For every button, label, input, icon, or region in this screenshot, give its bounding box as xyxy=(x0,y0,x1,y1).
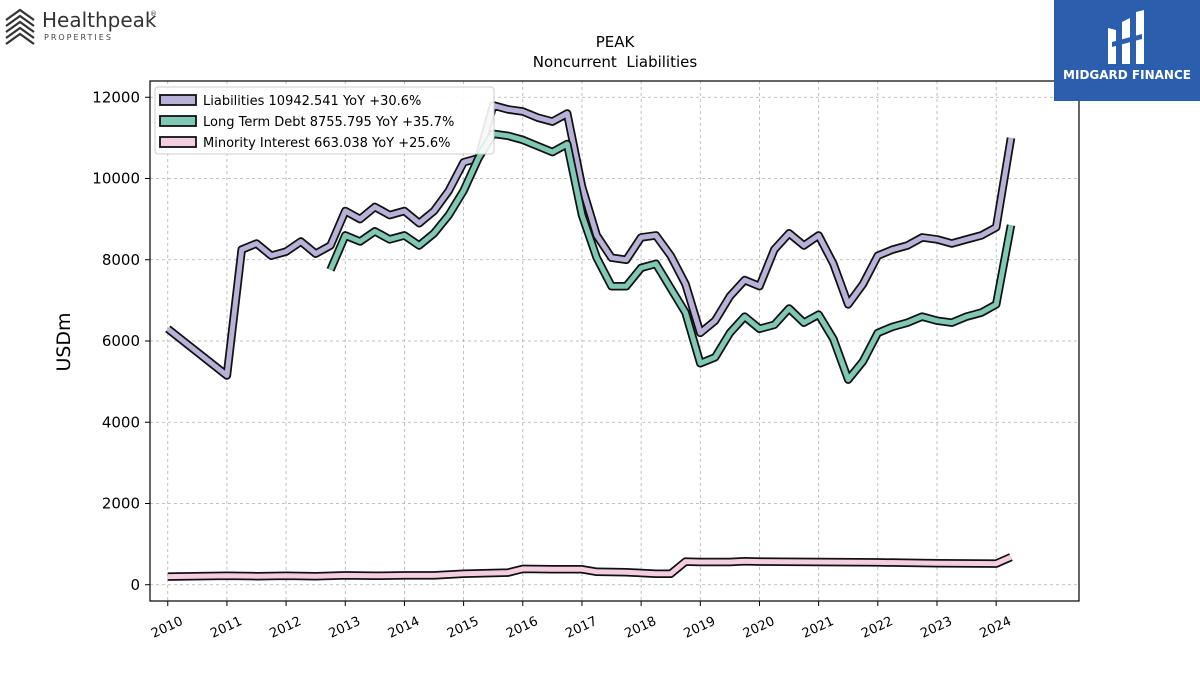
x-tick-label: 2019 xyxy=(682,614,718,642)
series-group xyxy=(165,101,1016,581)
legend: Liabilities 10942.541 YoY +30.6% Long Ter… xyxy=(154,86,495,155)
midgard-mark-icon xyxy=(1108,10,1144,64)
x-tick-label: 2014 xyxy=(386,614,422,642)
x-ticks: 2010 2011 2012 2013 2014 2015 2016 2017 2018 2019… xyxy=(149,601,1014,642)
series-1 xyxy=(326,129,1016,384)
legend-swatch xyxy=(159,115,197,127)
chart-title: PEAK xyxy=(596,33,636,51)
y-tick-label: 6000 xyxy=(102,332,140,350)
x-tick-label: 2018 xyxy=(622,614,658,642)
x-tick-label: 2017 xyxy=(563,614,599,642)
x-tick-label: 2013 xyxy=(327,614,363,642)
healthpeak-logo: Healthpeak ® PROPERTIES xyxy=(4,6,174,46)
y-tick-label: 12000 xyxy=(92,88,140,106)
y-tick-label: 0 xyxy=(130,576,140,594)
y-ticks: 0 2000 4000 6000 8000 10000 12000 xyxy=(92,88,150,594)
y-tick-label: 4000 xyxy=(102,413,140,431)
x-tick-label: 2010 xyxy=(149,614,185,642)
legend-swatch xyxy=(159,94,197,106)
registered-mark: ® xyxy=(150,10,157,18)
chart-subtitle: Noncurrent Liabilities xyxy=(533,53,698,71)
healthpeak-subtitle: PROPERTIES xyxy=(44,33,113,42)
midgard-finance-name: MIDGARD FINANCE xyxy=(1063,68,1191,82)
series-line xyxy=(328,131,1014,383)
midgard-finance-logo: MIDGARD FINANCE xyxy=(1054,0,1200,101)
y-tick-label: 2000 xyxy=(102,495,140,513)
x-tick-label: 2020 xyxy=(741,614,777,642)
legend-box xyxy=(154,86,495,155)
healthpeak-mark-icon xyxy=(5,8,35,45)
y-tick-label: 8000 xyxy=(102,251,140,269)
x-tick-label: 2012 xyxy=(267,614,303,642)
x-tick-label: 2023 xyxy=(918,614,954,642)
y-axis-label: USDm xyxy=(53,312,75,371)
legend-label: Long Term Debt 8755.795 YoY +35.7% xyxy=(203,115,454,130)
plot-frame xyxy=(149,80,1080,602)
legend-swatch xyxy=(159,136,197,148)
series-line xyxy=(166,102,1014,378)
x-tick-label: 2021 xyxy=(800,614,836,642)
x-tick-label: 2022 xyxy=(859,614,895,642)
series-0 xyxy=(165,101,1016,380)
x-tick-label: 2011 xyxy=(208,614,244,642)
legend-label: Liabilities 10942.541 YoY +30.6% xyxy=(203,94,421,109)
x-tick-label: 2015 xyxy=(445,614,481,642)
legend-label: Minority Interest 663.038 YoY +25.6% xyxy=(203,136,450,151)
series-2 xyxy=(167,553,1013,581)
x-tick-label: 2024 xyxy=(978,614,1014,642)
grid xyxy=(150,81,1079,601)
x-tick-label: 2016 xyxy=(504,614,540,642)
healthpeak-name: Healthpeak xyxy=(42,8,157,32)
series-line xyxy=(167,554,1013,580)
y-tick-label: 10000 xyxy=(92,170,140,188)
